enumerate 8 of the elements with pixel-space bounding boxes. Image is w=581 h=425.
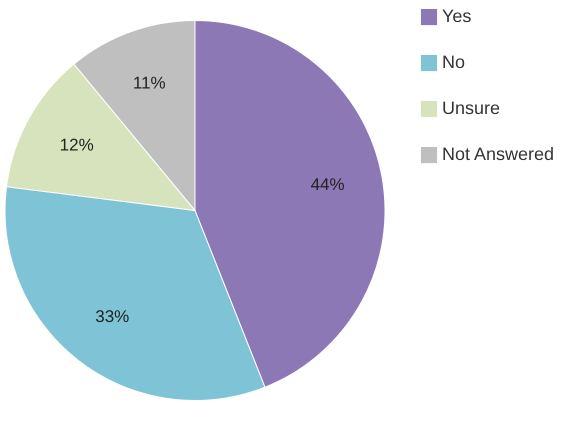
legend-label: No xyxy=(442,52,466,72)
data-label: 33% xyxy=(95,307,130,326)
legend-label: Not Answered xyxy=(442,144,554,164)
data-label: 44% xyxy=(310,175,345,194)
legend-label: Unsure xyxy=(442,98,500,118)
legend-label: Yes xyxy=(442,6,472,26)
data-label: 12% xyxy=(60,135,94,154)
data-label: 11% xyxy=(132,73,166,92)
